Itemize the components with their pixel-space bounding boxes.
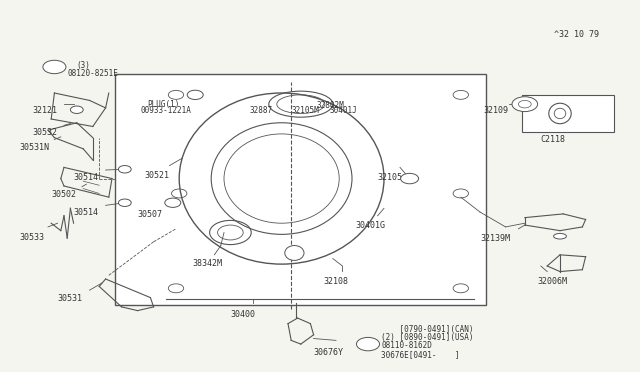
Text: 32139M: 32139M [480,234,510,243]
Ellipse shape [401,173,419,184]
Text: 32108: 32108 [323,277,348,286]
Text: 30502: 30502 [51,190,76,199]
Text: 32105: 32105 [378,173,403,182]
Text: B: B [366,341,370,347]
Ellipse shape [165,198,181,208]
Text: C2118: C2118 [541,135,566,144]
Text: B: B [52,64,56,70]
Ellipse shape [187,90,204,100]
Text: 30676E[0491-    ]: 30676E[0491- ] [381,350,460,359]
FancyBboxPatch shape [522,95,614,132]
Ellipse shape [70,106,83,113]
Ellipse shape [118,166,131,173]
Text: 08110-8162D: 08110-8162D [381,341,432,350]
Text: 30531N: 30531N [19,143,49,152]
Text: 30507: 30507 [138,210,163,219]
Text: 30676Y: 30676Y [314,348,344,357]
Ellipse shape [554,234,566,239]
Text: PLUG(1): PLUG(1) [147,100,180,109]
Circle shape [512,97,538,112]
Text: 30514: 30514 [74,208,99,217]
Text: 32887: 32887 [250,106,273,115]
Text: 38342M: 38342M [192,259,222,267]
Ellipse shape [285,246,304,260]
Ellipse shape [118,199,131,206]
Text: 32121: 32121 [32,106,57,115]
Text: (2) [0890-0491](USA): (2) [0890-0491](USA) [381,333,474,342]
Text: 30533: 30533 [19,232,44,241]
Text: 30532: 30532 [32,128,57,137]
Text: 00933-1221A: 00933-1221A [141,106,191,115]
Text: ^32 10 79: ^32 10 79 [554,30,598,39]
Text: 32802M: 32802M [317,101,344,110]
Circle shape [356,337,380,351]
Text: 30401J: 30401J [330,106,357,115]
Text: 30401G: 30401G [355,221,385,230]
Text: 32105M: 32105M [291,106,319,115]
Circle shape [43,60,66,74]
FancyBboxPatch shape [115,74,486,305]
Text: 30521: 30521 [144,171,169,180]
Text: 30514: 30514 [74,173,99,182]
Text: 30400: 30400 [230,310,255,318]
Text: (3): (3) [77,61,91,70]
Text: 32109: 32109 [483,106,508,115]
Text: 30531: 30531 [58,294,83,303]
Text: 32006M: 32006M [538,277,568,286]
Text: [0790-0491](CAN): [0790-0491](CAN) [381,325,474,334]
Text: 08120-8251E: 08120-8251E [67,69,118,78]
